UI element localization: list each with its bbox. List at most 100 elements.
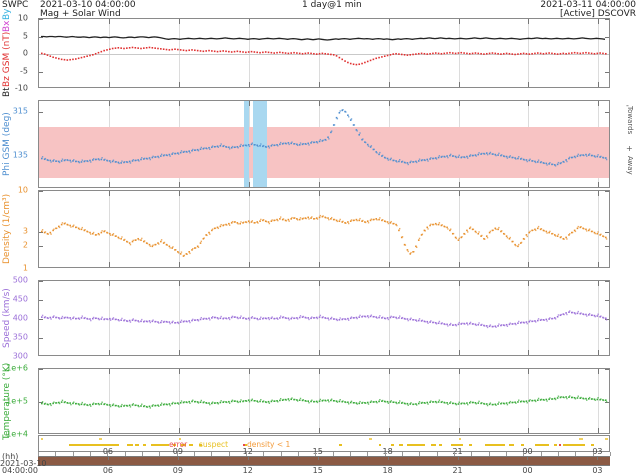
- axis-notch-bottom: [248, 350, 250, 355]
- gridline-vertical: [248, 191, 250, 267]
- axis-notch-top: [108, 281, 110, 286]
- quality-bar-error: [559, 444, 561, 446]
- x-tick-label-top: 03: [592, 447, 603, 456]
- axis-notch-bottom: [318, 428, 320, 433]
- axis-notch-top: [458, 369, 460, 374]
- gridline-vertical: [528, 191, 530, 267]
- y-tick-label: 500: [12, 275, 28, 285]
- axis-notch-bottom: [598, 262, 600, 267]
- y-tick-mark: [39, 369, 43, 370]
- quality-bar-suspect: [439, 444, 442, 446]
- x-axis-minor-notch: [488, 452, 490, 456]
- quality-bar-suspect: [563, 444, 585, 446]
- x-axis-minor-notch: [592, 452, 594, 456]
- axis-notch-bottom: [458, 182, 460, 187]
- y-tick-label: 3: [22, 226, 28, 236]
- quality-bar-suspect: [509, 444, 514, 446]
- gridline-vertical: [598, 281, 600, 355]
- y-tick-label: 1: [22, 263, 28, 273]
- y-tick-mark: [39, 19, 43, 20]
- y-axis-label-temperature: Temperature (°K): [2, 362, 12, 440]
- x-axis-minor-notch: [263, 452, 265, 456]
- x-tick-label-top: 00: [522, 447, 533, 456]
- axis-notch-bottom: [528, 82, 530, 87]
- y-tick-label: 400: [12, 313, 28, 323]
- gridline-vertical: [528, 281, 530, 355]
- axis-notch-top: [248, 191, 250, 196]
- axis-notch-bottom: [388, 262, 390, 267]
- x-axis-minor-notch: [55, 452, 57, 456]
- axis-notch-bottom: [318, 350, 320, 355]
- x-tick-label-top: 09: [172, 447, 183, 456]
- quality-bar-suspect: [469, 444, 472, 446]
- x-tick-label-bottom: 00: [522, 466, 533, 475]
- axis-notch-top: [598, 191, 600, 196]
- x-axis-minor-notch: [246, 452, 247, 456]
- axis-notch-bottom: [528, 262, 530, 267]
- x-axis-notch: [597, 456, 599, 460]
- y-tick-mark: [39, 191, 43, 192]
- gridline-vertical: [528, 19, 530, 87]
- quality-bar-suspect: [591, 444, 594, 446]
- axis-notch-bottom: [318, 182, 320, 187]
- gridline-vertical: [318, 191, 320, 267]
- plot-area-temperature: [39, 369, 609, 433]
- y-tick-mark: [39, 402, 43, 403]
- y-tick-mark: [605, 112, 609, 113]
- y-axis-label-mag: Bt Bz GSM (nT) Bx By: [2, 8, 12, 98]
- axis-notch-top: [458, 281, 460, 286]
- axis-notch-top: [458, 191, 460, 196]
- y-tick-mark: [605, 231, 609, 233]
- axis-notch-top: [318, 19, 320, 24]
- axis-notch-bottom: [388, 82, 390, 87]
- axis-notch-bottom: [108, 262, 110, 267]
- axis-notch-top: [528, 191, 530, 196]
- gridline-vertical: [458, 369, 460, 433]
- axis-notch-top: [598, 369, 600, 374]
- time-axis-band: [38, 456, 610, 466]
- y-tick-mark: [39, 245, 43, 247]
- y-tick-label: 450: [12, 294, 28, 304]
- y-tick-label: 1e+5: [6, 396, 28, 406]
- axis-notch-top: [458, 19, 460, 24]
- x-axis-minor-notch: [610, 452, 611, 456]
- axis-notch-top: [178, 19, 180, 24]
- axis-notch-top: [458, 101, 460, 106]
- legend-density: density < 1: [247, 440, 291, 449]
- axis-notch-bottom: [108, 82, 110, 87]
- x-axis-notch: [527, 456, 529, 460]
- y-tick-label: 10: [17, 185, 28, 195]
- series-canvas-density: [41, 214, 608, 257]
- axis-notch-bottom: [388, 350, 390, 355]
- phi-side-label-away: Away: [626, 156, 634, 175]
- y-tick-mark: [605, 36, 609, 38]
- gridline-vertical: [598, 19, 600, 87]
- quality-bar-minor: [605, 438, 608, 440]
- quality-bar-suspect: [535, 444, 549, 446]
- x-tick-label-bottom: 15: [312, 466, 323, 475]
- axis-notch-top: [528, 19, 530, 24]
- x-tick-label-bottom: 06: [102, 466, 114, 475]
- axis-notch-bottom: [178, 350, 180, 355]
- quality-bar-suspect: [143, 444, 146, 446]
- chart-header: SWPC 2021-03-10 04:00:00 Mag + Solar Win…: [0, 0, 640, 20]
- x-axis-minor-notch: [90, 452, 91, 456]
- axis-notch-bottom: [108, 350, 110, 355]
- axis-notch-top: [108, 191, 110, 196]
- quality-bar-suspect: [69, 444, 119, 446]
- quality-bar-suspect: [554, 444, 557, 446]
- source-status-label: [Active] DSCOVR: [560, 9, 636, 19]
- quality-bar-suspect: [431, 444, 436, 446]
- y-tick-label: 135: [12, 150, 28, 160]
- gridline-vertical: [248, 369, 250, 433]
- axis-notch-bottom: [178, 262, 180, 267]
- axis-time-label: 04:00:00: [2, 466, 38, 475]
- y-tick-label: 350: [12, 332, 28, 342]
- gridline-vertical: [388, 19, 390, 87]
- y-tick-mark: [39, 338, 43, 339]
- axis-notch-bottom: [248, 428, 250, 433]
- y-tick-mark: [605, 402, 609, 403]
- y-tick-mark: [605, 300, 609, 301]
- x-axis-notch: [317, 456, 319, 460]
- x-axis-minor-notch: [124, 452, 126, 456]
